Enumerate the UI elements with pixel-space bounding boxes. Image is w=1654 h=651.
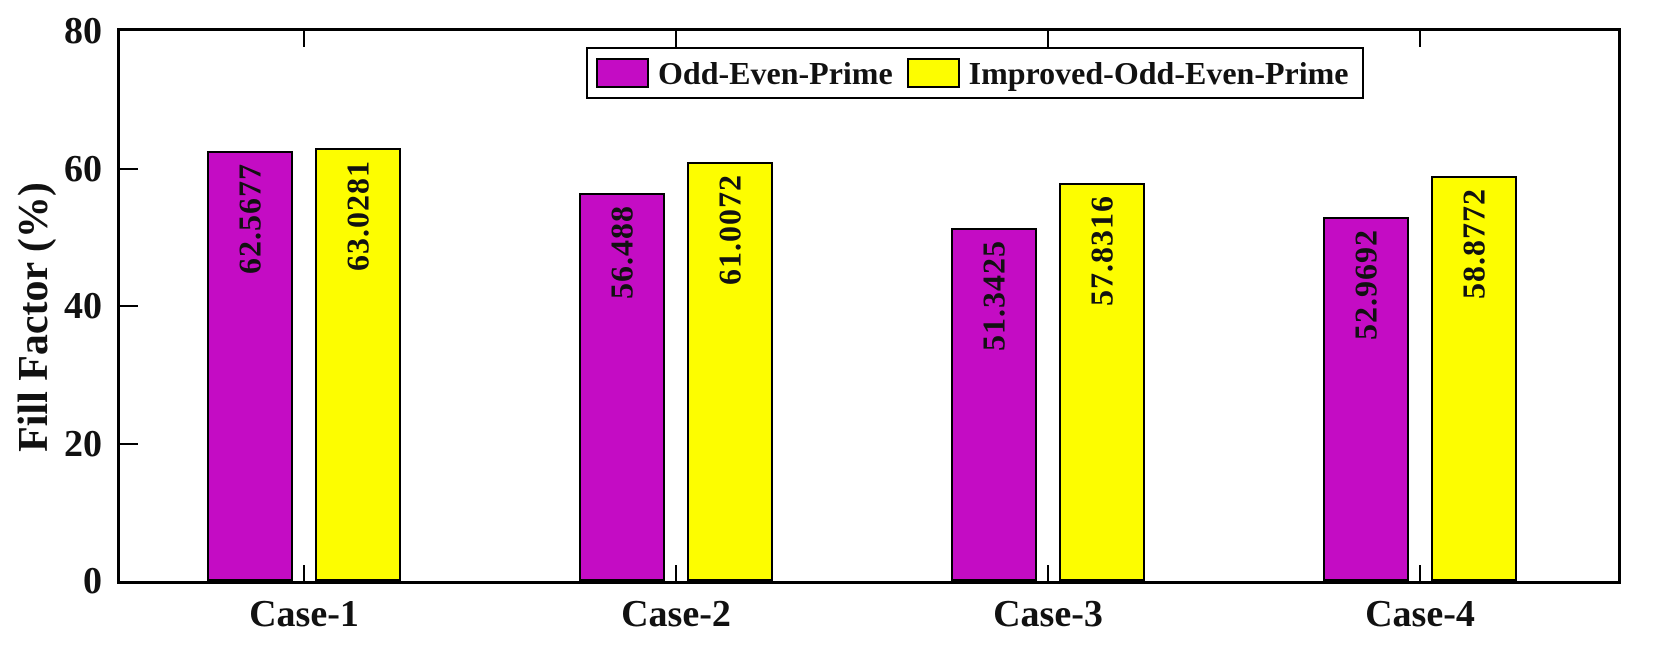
y-tick-label: 0 xyxy=(83,560,102,602)
bar-odd-even-prime-case-3: 51.3425 xyxy=(951,228,1037,581)
legend-label: Improved-Odd-Even-Prime xyxy=(968,54,1349,91)
legend-swatch-improved-odd-even-prime xyxy=(906,58,960,88)
x-tick-top xyxy=(303,31,305,47)
bar-improved-odd-even-prime-case-1: 63.0281 xyxy=(315,148,401,581)
legend-label: Odd-Even-Prime xyxy=(658,54,893,91)
bar-odd-even-prime-case-1: 62.5677 xyxy=(207,151,293,581)
y-tick-left xyxy=(120,305,138,307)
x-tick-label: Case-4 xyxy=(1365,593,1475,635)
bar-odd-even-prime-case-2: 56.488 xyxy=(579,193,665,581)
x-tick-label: Case-3 xyxy=(993,593,1103,635)
bar-value-label: 51.3425 xyxy=(975,240,1012,351)
bar-improved-odd-even-prime-case-2: 61.0072 xyxy=(687,162,773,581)
x-tick-bottom xyxy=(303,565,305,581)
bar-value-label: 58.8772 xyxy=(1455,188,1492,299)
x-tick-bottom xyxy=(675,565,677,581)
y-tick-label: 60 xyxy=(64,148,102,190)
legend: Odd-Even-Prime Improved-Odd-Even-Prime xyxy=(586,47,1364,99)
y-tick-left xyxy=(120,442,138,445)
x-tick-top xyxy=(1419,31,1421,47)
bar-value-label: 61.0072 xyxy=(711,174,748,285)
bar-value-label: 63.0281 xyxy=(339,160,376,271)
plot-area: 62.5677 63.0281 56.488 61.0072 51.3425 57.831… xyxy=(117,28,1621,584)
y-tick-left xyxy=(120,167,138,170)
bar-value-label: 52.9692 xyxy=(1347,229,1384,340)
bar-value-label: 56.488 xyxy=(603,205,640,299)
bar-improved-odd-even-prime-case-3: 57.8316 xyxy=(1059,183,1145,581)
x-tick-label: Case-1 xyxy=(249,593,359,635)
bar-odd-even-prime-case-4: 52.9692 xyxy=(1323,217,1409,581)
y-tick-label: 40 xyxy=(64,285,102,327)
bar-value-label: 62.5677 xyxy=(231,163,268,274)
y-tick-label: 20 xyxy=(64,423,102,465)
x-tick-label: Case-2 xyxy=(621,593,731,635)
bar-value-label: 57.8316 xyxy=(1083,195,1120,306)
x-tick-top xyxy=(1047,31,1049,47)
y-tick-label: 80 xyxy=(64,10,102,52)
legend-swatch-odd-even-prime xyxy=(596,58,649,88)
x-tick-bottom xyxy=(1419,565,1421,581)
x-tick-bottom xyxy=(1047,565,1049,581)
bar-improved-odd-even-prime-case-4: 58.8772 xyxy=(1431,176,1517,581)
x-tick-top xyxy=(675,31,677,47)
